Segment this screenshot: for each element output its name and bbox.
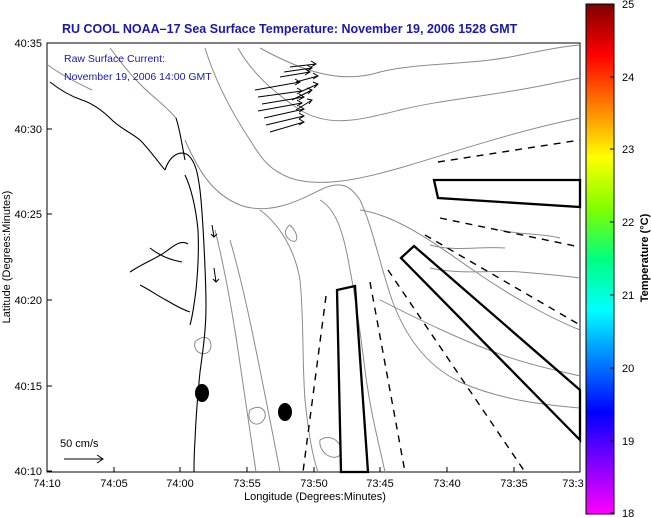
y-axis-label: Latitude (Degrees:Minutes)	[1, 191, 13, 324]
temperature-colorbar: 25 24 23 22 21 20 19 18 Temperature (°C)	[585, 0, 651, 518]
x-tick-label: 74:05	[100, 478, 128, 490]
y-axis: 40:35 40:30 40:25 40:20 40:15 40:10 Lati…	[1, 38, 52, 478]
colorbar-label: 19	[622, 436, 634, 448]
plot-frame	[46, 42, 581, 473]
y-tick-label: 40:20	[14, 295, 42, 307]
colorbar-label: 22	[622, 217, 634, 229]
x-tick-label: 73:3	[562, 478, 583, 490]
scale-label: 50 cm/s	[60, 438, 99, 450]
transect-lines	[302, 139, 581, 473]
colorbar-gradient	[585, 3, 615, 515]
map-plot-area	[47, 44, 582, 474]
colorbar-label: 20	[622, 363, 634, 375]
current-note-line1: Raw Surface Current:	[64, 53, 165, 65]
colorbar-label: 25	[622, 0, 634, 11]
x-tick-label: 73:40	[433, 478, 461, 490]
station-markers	[195, 384, 292, 421]
colorbar-label: 21	[622, 290, 634, 302]
figure-title: RU COOL NOAA–17 Sea Surface Temperature:…	[62, 22, 518, 36]
coastline	[49, 81, 207, 473]
colorbar-label: 23	[622, 144, 634, 156]
y-tick-label: 40:25	[14, 209, 42, 221]
x-tick-label: 73:45	[366, 478, 394, 490]
y-tick-label: 40:30	[14, 124, 42, 136]
x-tick-label: 73:55	[233, 478, 261, 490]
x-axis-label: Longitude (Degrees:Minutes)	[244, 491, 386, 503]
colorbar-label: 24	[622, 72, 634, 84]
current-note-line2: November 19, 2006 14:00 GMT	[64, 71, 212, 83]
colorbar-title: Temperature (°C)	[639, 213, 651, 302]
y-tick-label: 40:15	[14, 381, 42, 393]
x-axis: 74:10 74:05 74:00 73:55 73:50 73:45 73:4…	[33, 467, 584, 503]
y-tick-label: 40:35	[14, 38, 42, 50]
surface-current-vectors	[210, 60, 319, 283]
x-tick-label: 74:10	[33, 478, 61, 490]
scale-arrow	[64, 454, 104, 464]
x-tick-label: 74:00	[166, 478, 194, 490]
y-tick-label: 40:10	[14, 466, 42, 478]
x-tick-label: 73:50	[300, 478, 328, 490]
closure-areas	[335, 178, 582, 474]
colorbar-label: 18	[622, 508, 634, 518]
x-tick-label: 73:35	[500, 478, 528, 490]
